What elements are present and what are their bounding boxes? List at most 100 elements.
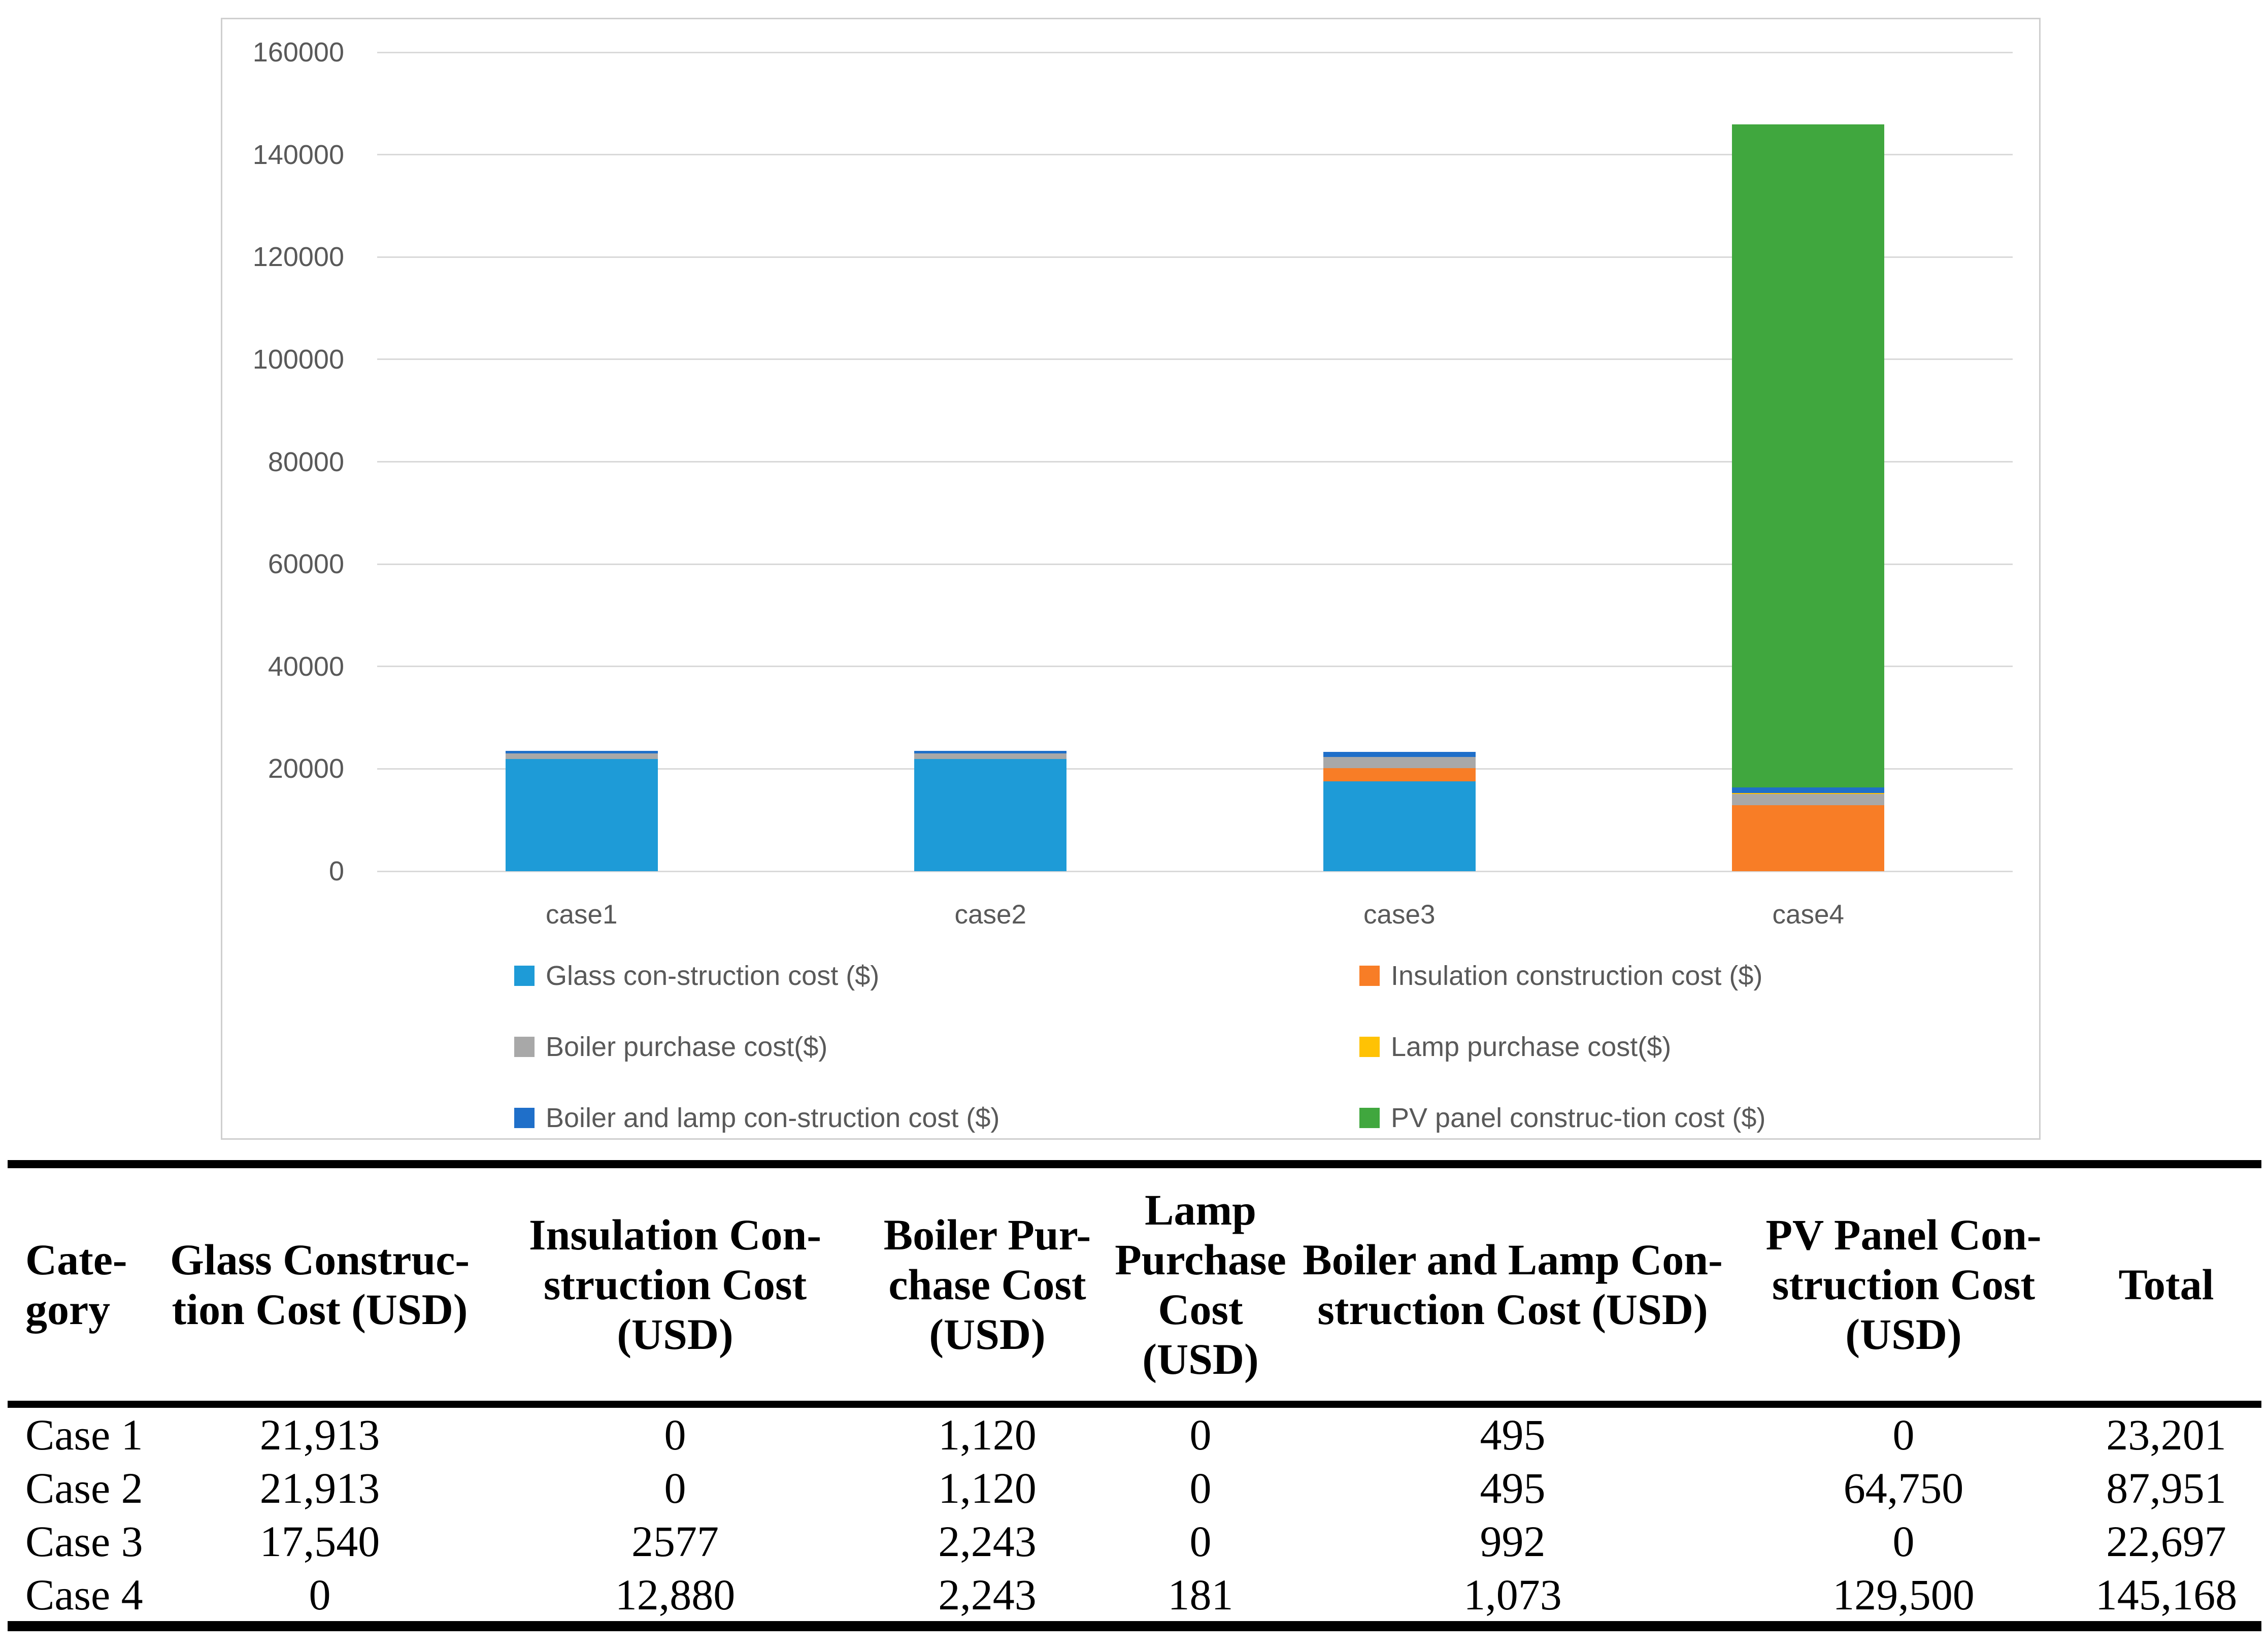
table-header-cell: Total — [2118, 1260, 2214, 1309]
y-axis-tick-label: 80000 — [268, 446, 344, 477]
legend-swatch-icon — [1359, 966, 1380, 986]
legend-item: Boiler and lamp con-struction cost ($) — [514, 1102, 999, 1134]
bar-segment — [914, 759, 1067, 871]
legend-label: PV panel construc-tion cost ($) — [1391, 1103, 1766, 1133]
table-header-cell: PV Panel Con- struction Cost (USD) — [1765, 1210, 2042, 1359]
gridline — [377, 358, 2013, 360]
table-row: Case 4 0 12,880 2,243 181 1,073 129,500 145,168 — [8, 1568, 2261, 1621]
gridline — [377, 768, 2013, 770]
legend-item: Lamp purchase cost($) — [1359, 1031, 1671, 1063]
legend-swatch-icon — [514, 966, 535, 986]
table-header-row: Cate- gory Glass Construc- tion Cost (USD… — [8, 1168, 2261, 1401]
gridline — [377, 563, 2013, 565]
y-axis-tick-label: 40000 — [268, 651, 344, 682]
bar-segment — [1323, 751, 1476, 757]
bar-segment — [505, 753, 658, 760]
table-cell: 0 — [1892, 1410, 1915, 1459]
legend-item: Insulation construction cost ($) — [1359, 960, 1762, 992]
table-cell: 21,913 — [259, 1410, 380, 1459]
table-cell: 21,913 — [259, 1463, 380, 1512]
legend-label: Boiler purchase cost($) — [546, 1032, 828, 1062]
gridline — [377, 256, 2013, 258]
table-row-label: Case 3 — [25, 1516, 143, 1566]
table-row-label: Case 2 — [25, 1463, 143, 1512]
table-row-label: Case 4 — [25, 1570, 143, 1619]
table-cell: 12,880 — [615, 1570, 736, 1619]
table-cell: 23,201 — [2106, 1410, 2226, 1459]
bar-segment — [1323, 756, 1476, 769]
legend-label: Glass con-struction cost ($) — [546, 961, 880, 991]
table-row: Case 1 21,913 0 1,120 0 495 0 23,201 — [8, 1408, 2261, 1461]
table-cell: 2,243 — [938, 1570, 1037, 1619]
legend-item: PV panel construc-tion cost ($) — [1359, 1102, 1765, 1134]
plot-area: 0 20000 40000 60000 80000 100000 120000 140000 1… — [253, 37, 2013, 930]
table-cell: 129,500 — [1832, 1570, 1975, 1619]
x-axis-label: case2 — [954, 900, 1026, 930]
table-cell: 0 — [1189, 1463, 1212, 1512]
table-cell: 495 — [1480, 1463, 1546, 1512]
table-header-cell: Insulation Con- struction Cost (USD) — [529, 1210, 821, 1359]
table-cell: 1,120 — [938, 1463, 1037, 1512]
y-axis-tick-label: 160000 — [252, 37, 344, 68]
cost-summary-table: Cate- gory Glass Construc- tion Cost (USD… — [8, 1160, 2261, 1631]
table-cell: 0 — [309, 1570, 331, 1619]
table-cell: 22,697 — [2106, 1516, 2226, 1566]
table-cell: 87,951 — [2106, 1463, 2226, 1512]
table-rule-top — [8, 1160, 2261, 1168]
legend-item: Boiler purchase cost($) — [514, 1031, 827, 1063]
table-header-cell: Glass Construc- tion Cost (USD) — [170, 1235, 470, 1334]
table-header-cell: Cate- gory — [25, 1235, 127, 1334]
bar-segment — [505, 759, 658, 871]
y-axis-tick-label: 140000 — [252, 139, 344, 170]
table-cell: 181 — [1168, 1570, 1233, 1619]
gridline — [377, 154, 2013, 156]
table-cell: 17,540 — [259, 1516, 380, 1566]
legend-swatch-icon — [1359, 1037, 1380, 1057]
bar-segment — [1323, 781, 1476, 871]
table-cell: 1,073 — [1463, 1570, 1562, 1619]
table-cell: 2,243 — [938, 1516, 1037, 1566]
legend-swatch-icon — [1359, 1108, 1380, 1128]
bar-segment — [1732, 793, 1885, 794]
table-cell: 0 — [1189, 1410, 1212, 1459]
bar-segment — [914, 750, 1067, 753]
gridline — [377, 51, 2013, 53]
legend-label: Boiler and lamp con-struction cost ($) — [546, 1103, 1000, 1133]
y-axis-tick-label: 100000 — [252, 344, 344, 375]
table-cell: 0 — [1189, 1516, 1212, 1566]
legend-swatch-icon — [514, 1108, 535, 1128]
bar-segment — [1323, 768, 1476, 782]
table-cell: 992 — [1480, 1516, 1546, 1566]
table-cell: 145,168 — [2095, 1570, 2238, 1619]
bar-segment — [505, 750, 658, 753]
gridline — [377, 870, 2013, 872]
table-cell: 495 — [1480, 1410, 1546, 1459]
legend-item: Glass con-struction cost ($) — [514, 960, 879, 992]
bar-segment — [1732, 805, 1885, 871]
table-header-cell: Lamp Purchase Cost (USD) — [1115, 1185, 1286, 1384]
legend-label: Insulation construction cost ($) — [1391, 961, 1763, 991]
y-axis-tick-label: 20000 — [268, 753, 344, 784]
y-axis-tick-label: 120000 — [252, 242, 344, 273]
table-row: Case 3 17,540 2577 2,243 0 992 0 22,697 — [8, 1514, 2261, 1568]
table-cell: 0 — [1892, 1516, 1915, 1566]
y-axis-tick-label: 0 — [328, 856, 344, 886]
bar-segment — [1732, 794, 1885, 806]
table-cell: 0 — [664, 1463, 686, 1512]
table-cell: 2577 — [631, 1516, 719, 1566]
legend-swatch-icon — [514, 1037, 535, 1057]
y-axis-tick-label: 60000 — [268, 549, 344, 580]
table-header-cell: Boiler Pur- chase Cost (USD) — [883, 1210, 1091, 1359]
bar-segment — [914, 753, 1067, 760]
table-row-label: Case 1 — [25, 1410, 143, 1459]
table-body: Case 1 21,913 0 1,120 0 495 0 23,201 Case 2 21,91… — [8, 1408, 2261, 1621]
table-rule-bottom — [8, 1621, 2261, 1631]
bar-segment — [1732, 787, 1885, 793]
x-axis-label: case3 — [1363, 900, 1436, 930]
table-cell: 0 — [664, 1410, 686, 1459]
gridline — [377, 461, 2013, 463]
gridline — [377, 666, 2013, 668]
bar-segment — [1732, 124, 1885, 787]
table-row: Case 2 21,913 0 1,120 0 495 64,750 87,951 — [8, 1461, 2261, 1514]
